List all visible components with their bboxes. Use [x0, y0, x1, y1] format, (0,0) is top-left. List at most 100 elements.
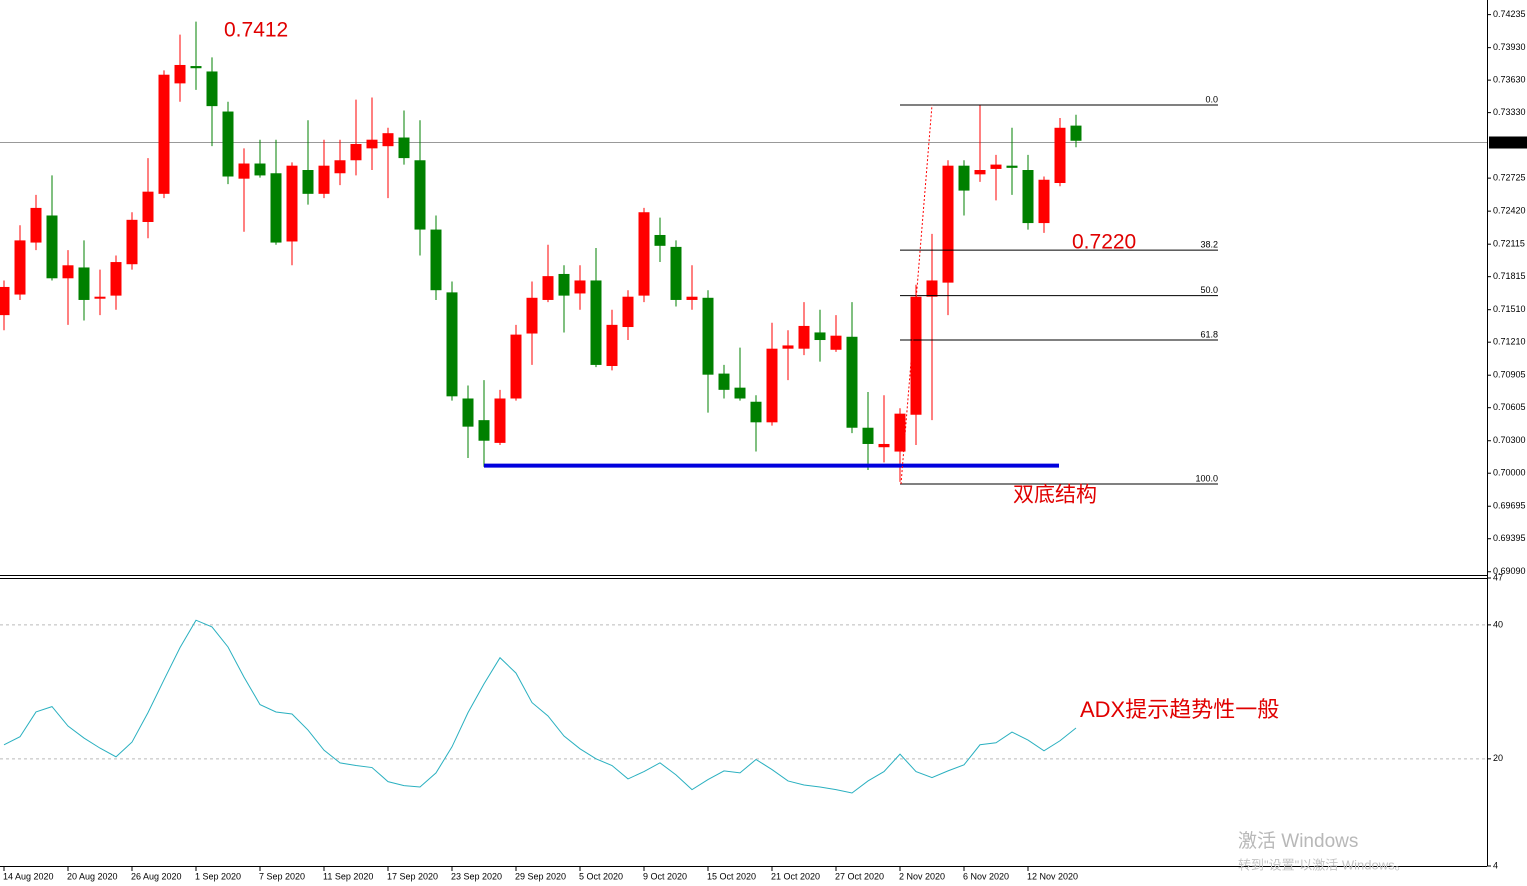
candle-body	[94, 296, 106, 299]
candle-body	[942, 165, 954, 283]
candle-body	[462, 398, 474, 427]
x-tick-label: 26 Aug 2020	[131, 871, 182, 881]
candle-body	[414, 160, 426, 230]
candle-body	[30, 207, 42, 243]
x-tick-label: 14 Aug 2020	[3, 871, 54, 881]
candle-body	[334, 160, 346, 174]
annotation: ADX提示趋势性一般	[1080, 697, 1279, 722]
y-tick-label: 0.69090	[1493, 566, 1526, 576]
fib-label: 38.2	[1200, 240, 1218, 250]
candle-body	[1022, 170, 1034, 224]
candle-body	[958, 165, 970, 191]
candle-body	[238, 163, 250, 179]
candle-body	[878, 443, 890, 448]
x-tick-label: 20 Aug 2020	[67, 871, 118, 881]
annotation: 0.7220	[1072, 231, 1136, 254]
candle-body	[1038, 179, 1050, 224]
y-tick-label: 0.73930	[1493, 42, 1526, 52]
watermark: 激活 Windows	[1238, 830, 1358, 852]
x-tick-label: 23 Sep 2020	[451, 871, 502, 881]
candle-body	[286, 165, 298, 242]
y-tick-label: 0.70905	[1493, 370, 1526, 380]
candle-body	[638, 212, 650, 296]
x-tick-label: 1 Sep 2020	[195, 871, 241, 881]
candle-body	[350, 144, 362, 161]
candle-body	[526, 297, 538, 334]
candle-body	[1054, 127, 1066, 184]
candle-body	[174, 64, 186, 84]
candle-body	[46, 215, 58, 279]
candle-body	[478, 420, 490, 441]
y-tick-label: 40	[1493, 619, 1503, 629]
candle-body	[766, 348, 778, 423]
candle-body	[670, 246, 682, 300]
x-tick-label: 12 Nov 2020	[1027, 871, 1078, 881]
x-tick-label: 6 Nov 2020	[963, 871, 1009, 881]
candle-body	[206, 71, 218, 107]
y-tick-label: 0.73330	[1493, 107, 1526, 117]
x-tick-label: 11 Sep 2020	[323, 871, 373, 881]
y-tick-label: 0.71815	[1493, 271, 1526, 281]
candle-body	[110, 262, 122, 296]
candle-body	[686, 296, 698, 300]
fib-trend	[900, 104, 933, 485]
y-tick-label: 0.71210	[1493, 337, 1526, 347]
candle-body	[590, 280, 602, 365]
y-tick-label: 0.72725	[1493, 173, 1526, 183]
fib-label: 50.0	[1200, 285, 1218, 295]
candle-body	[798, 325, 810, 349]
y-tick-label: 0.73630	[1493, 75, 1526, 85]
y-tick-label: 0.74235	[1493, 9, 1526, 19]
candle-body	[606, 324, 618, 367]
y-tick-label: 47	[1493, 572, 1503, 582]
candle-body	[910, 296, 922, 415]
annotation: 双底结构	[1013, 484, 1097, 507]
candle-body	[430, 229, 442, 291]
x-tick-label: 15 Oct 2020	[707, 871, 756, 881]
x-tick-label: 5 Oct 2020	[579, 871, 623, 881]
candle-body	[574, 280, 586, 294]
candle-body	[158, 74, 170, 194]
candle-body	[366, 139, 378, 149]
candle-body	[1070, 125, 1082, 141]
y-tick-label: 0.71510	[1493, 304, 1526, 314]
fib-label: 100.0	[1195, 473, 1218, 483]
candle-body	[718, 373, 730, 390]
candle-body	[894, 413, 906, 452]
candle-body	[830, 335, 842, 350]
y-tick-label: 20	[1493, 753, 1503, 763]
fib-label: 61.8	[1200, 329, 1218, 339]
candle-body	[126, 219, 138, 265]
candle-body	[734, 387, 746, 399]
x-tick-label: 17 Sep 2020	[387, 871, 438, 881]
annotation: 0.7412	[224, 19, 288, 42]
y-tick-label: 0.70300	[1493, 435, 1526, 445]
x-tick-label: 9 Oct 2020	[643, 871, 687, 881]
watermark: 转到"设置"以激活 Windows。	[1238, 857, 1408, 872]
x-tick-label: 27 Oct 2020	[835, 871, 884, 881]
candle-body	[78, 267, 90, 300]
candle-body	[142, 191, 154, 222]
current-price-box	[1489, 136, 1527, 149]
candle-body	[14, 240, 26, 295]
candle-body	[782, 345, 794, 349]
candle-body	[862, 427, 874, 444]
candle-body	[846, 336, 858, 428]
x-tick-label: 21 Oct 2020	[771, 871, 820, 881]
y-tick-label: 0.70605	[1493, 402, 1526, 412]
y-tick-label: 0.69695	[1493, 501, 1526, 511]
candle-body	[494, 398, 506, 443]
candle-body	[446, 292, 458, 397]
candle-body	[318, 165, 330, 194]
candle-body	[222, 111, 234, 177]
y-tick-label: 0.69395	[1493, 533, 1526, 543]
candle-body	[382, 133, 394, 147]
y-tick-label: 0.70000	[1493, 468, 1526, 478]
candle-body	[654, 234, 666, 246]
candle-body	[254, 163, 266, 176]
candle-body	[974, 170, 986, 175]
candle-body	[62, 265, 74, 279]
candle-body	[302, 170, 314, 194]
x-tick-label: 7 Sep 2020	[259, 871, 305, 881]
